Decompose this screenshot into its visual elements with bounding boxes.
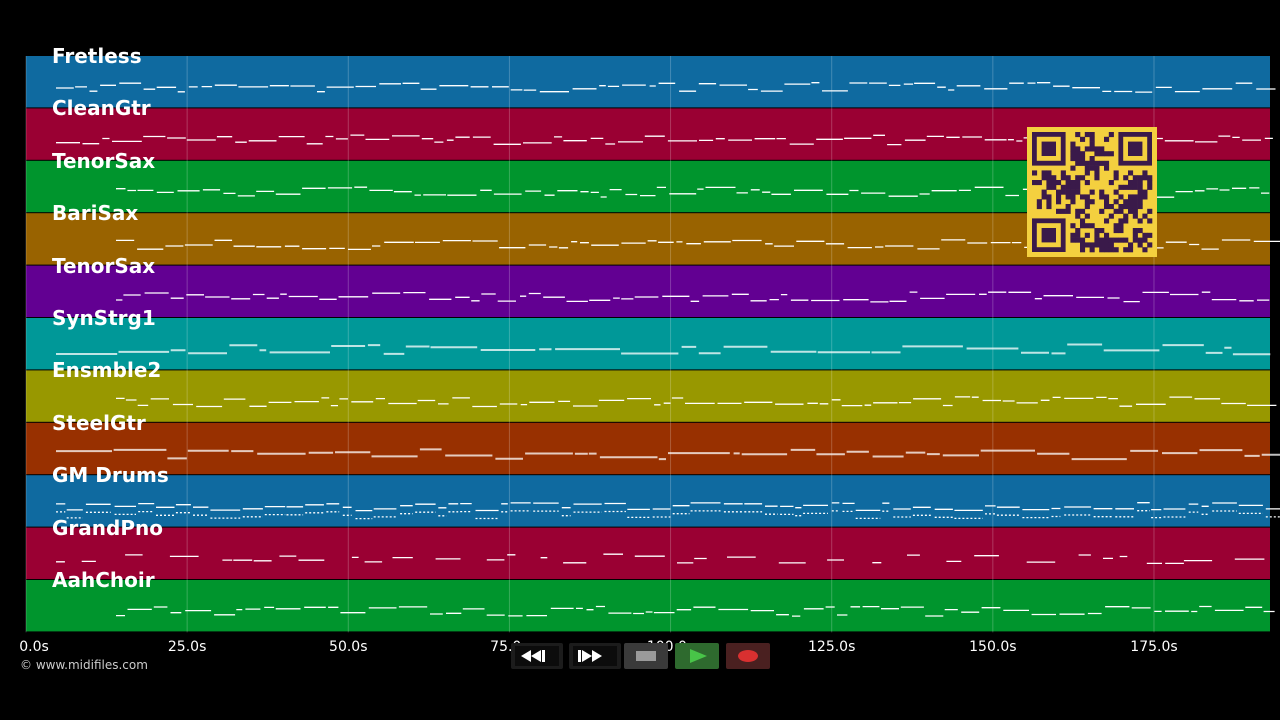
track-notes [56, 343, 1271, 356]
stop-icon [636, 651, 656, 661]
track-lane [26, 265, 1270, 317]
note-trace [56, 343, 1271, 356]
stop-button[interactable] [624, 643, 668, 669]
track-label: CleanGtr [52, 96, 151, 121]
track-label: Ensmble2 [52, 358, 162, 383]
note-trace [56, 448, 1280, 461]
record-icon [738, 650, 758, 662]
note-trace [56, 502, 1280, 512]
track-notes [56, 448, 1280, 461]
track-label: TenorSax [52, 253, 156, 278]
track-label: SynStrg1 [52, 306, 156, 330]
track-notes [116, 186, 1270, 198]
note-trace [116, 186, 1270, 198]
rewind-button[interactable] [511, 643, 563, 669]
track-lane [26, 527, 1270, 579]
track-notes [56, 502, 1280, 520]
time-tick-label: 125.0s [808, 639, 856, 655]
play-icon [690, 649, 707, 663]
track-lane [26, 580, 1270, 632]
track-label: Fretless [52, 44, 142, 68]
track-lane [26, 422, 1270, 475]
fast-forward-button[interactable] [569, 643, 621, 669]
track-notes [116, 291, 1270, 303]
qr-code [1027, 127, 1157, 257]
note-trace [56, 510, 1280, 520]
track-notes [56, 82, 1276, 93]
time-grid [25, 56, 1155, 633]
play-button[interactable] [675, 643, 719, 669]
time-tick-label: 25.0s [167, 639, 207, 655]
time-tick-label: 175.0s [1130, 639, 1178, 655]
track-label: BariSax [52, 201, 139, 226]
time-tick-label: 50.0s [329, 639, 368, 655]
track-label: AahChoir [52, 568, 155, 592]
note-trace [116, 396, 1277, 408]
note-trace [56, 553, 1265, 565]
time-tick-label: 150.0s [969, 639, 1017, 655]
track-notes [56, 553, 1265, 565]
record-button[interactable] [726, 643, 770, 669]
note-trace [56, 82, 1276, 93]
track-lane [26, 318, 1270, 370]
fast-forward-icon [573, 646, 617, 666]
copyright-text: © www.midifiles.com [20, 658, 148, 672]
rewind-icon [515, 646, 559, 666]
transport-controls [511, 643, 770, 669]
track-label: GM Drums [52, 463, 169, 488]
track-lane [26, 56, 1270, 108]
qr-code-icon [1027, 127, 1157, 257]
track-label: GrandPno [52, 515, 163, 540]
note-trace [116, 291, 1270, 303]
note-trace [116, 605, 1275, 617]
track-lane [26, 370, 1270, 422]
track-label: TenorSax [52, 148, 156, 173]
track-notes [116, 605, 1275, 617]
track-lane [26, 475, 1270, 527]
track-notes [116, 396, 1277, 408]
track-label: SteelGtr [52, 410, 146, 435]
time-tick-label: 0.0s [19, 639, 49, 655]
